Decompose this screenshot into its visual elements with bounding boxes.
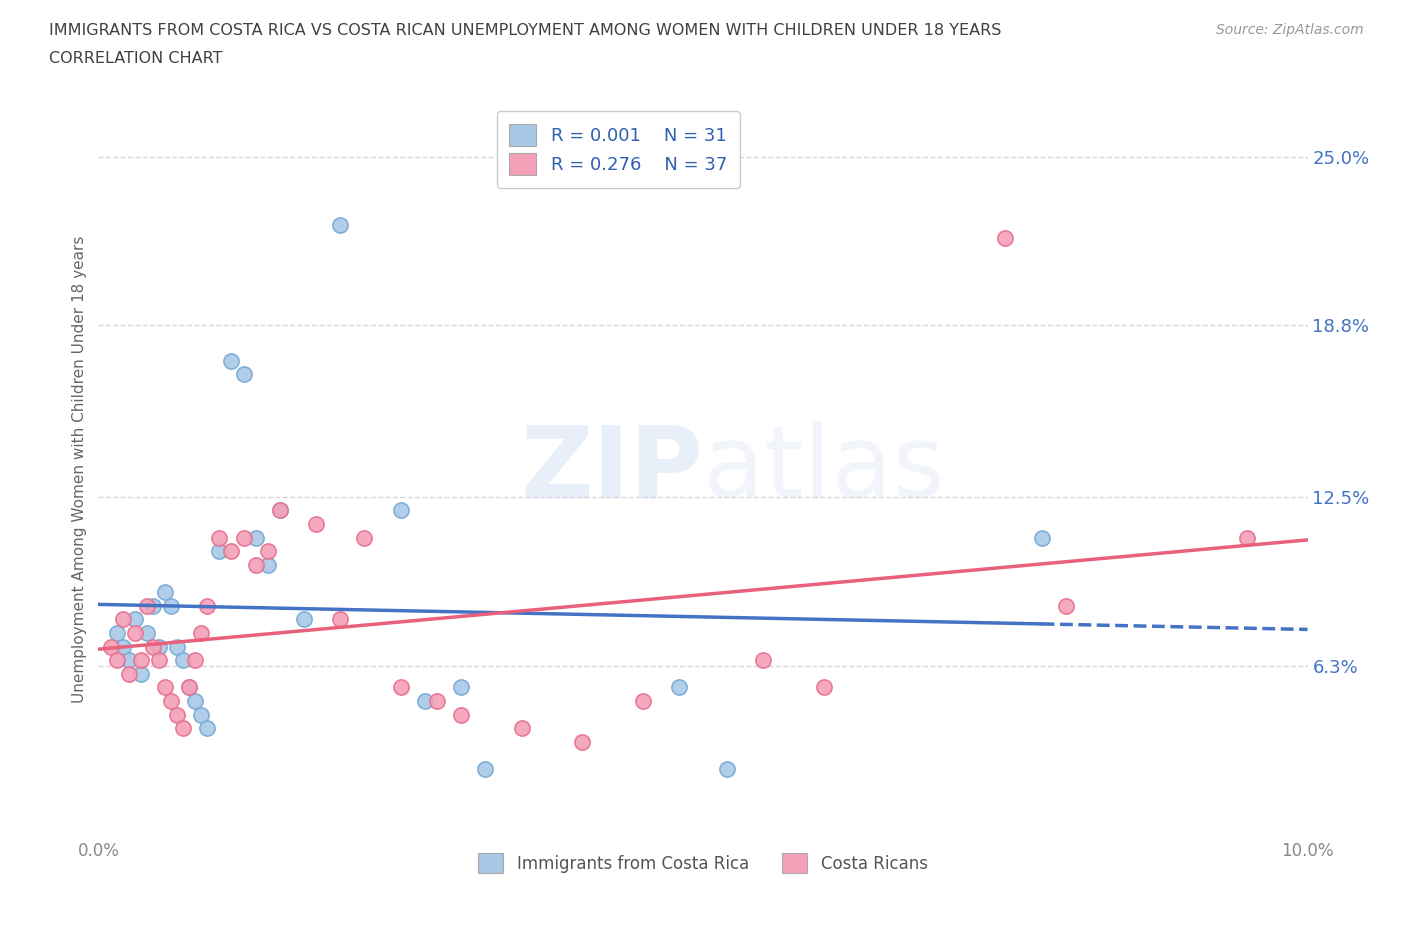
Text: ZIP: ZIP bbox=[520, 421, 703, 518]
Point bbox=[752, 653, 775, 668]
Point bbox=[208, 544, 231, 559]
Point bbox=[510, 721, 533, 736]
Legend: Immigrants from Costa Rica, Costa Ricans: Immigrants from Costa Rica, Costa Ricans bbox=[471, 846, 935, 880]
Point bbox=[256, 544, 278, 559]
Text: Source: ZipAtlas.com: Source: ZipAtlas.com bbox=[1216, 23, 1364, 37]
Point bbox=[256, 557, 278, 572]
Point bbox=[129, 666, 152, 681]
Point bbox=[450, 707, 472, 722]
Point bbox=[269, 503, 291, 518]
Point bbox=[190, 707, 212, 722]
Point bbox=[166, 639, 188, 654]
Point bbox=[1236, 530, 1258, 545]
Point bbox=[124, 626, 146, 641]
Point bbox=[245, 557, 267, 572]
Point bbox=[716, 762, 738, 777]
Point bbox=[195, 598, 218, 613]
Point bbox=[184, 653, 207, 668]
Point bbox=[111, 612, 134, 627]
Point bbox=[245, 530, 267, 545]
Point bbox=[353, 530, 375, 545]
Point bbox=[135, 598, 157, 613]
Point bbox=[329, 612, 352, 627]
Point bbox=[172, 721, 194, 736]
Point bbox=[571, 735, 593, 750]
Point bbox=[118, 653, 141, 668]
Point bbox=[195, 721, 218, 736]
Point bbox=[184, 694, 207, 709]
Point bbox=[221, 544, 243, 559]
Point bbox=[142, 598, 165, 613]
Point bbox=[208, 530, 231, 545]
Point bbox=[269, 503, 291, 518]
Point bbox=[111, 639, 134, 654]
Point bbox=[631, 694, 654, 709]
Point bbox=[148, 639, 170, 654]
Point bbox=[1031, 530, 1053, 545]
Point bbox=[413, 694, 436, 709]
Point bbox=[329, 218, 352, 232]
Point bbox=[389, 503, 412, 518]
Text: atlas: atlas bbox=[703, 421, 945, 518]
Point bbox=[179, 680, 201, 695]
Point bbox=[292, 612, 315, 627]
Point bbox=[426, 694, 449, 709]
Y-axis label: Unemployment Among Women with Children Under 18 years: Unemployment Among Women with Children U… bbox=[72, 236, 87, 703]
Point bbox=[135, 626, 157, 641]
Point bbox=[100, 639, 122, 654]
Point bbox=[179, 680, 201, 695]
Point bbox=[474, 762, 496, 777]
Point bbox=[232, 367, 254, 382]
Point bbox=[148, 653, 170, 668]
Point bbox=[190, 626, 212, 641]
Point bbox=[813, 680, 835, 695]
Point bbox=[129, 653, 152, 668]
Point bbox=[166, 707, 188, 722]
Point bbox=[160, 694, 183, 709]
Point bbox=[172, 653, 194, 668]
Text: CORRELATION CHART: CORRELATION CHART bbox=[49, 51, 222, 66]
Point bbox=[305, 517, 328, 532]
Point bbox=[450, 680, 472, 695]
Point bbox=[389, 680, 412, 695]
Point bbox=[153, 585, 176, 600]
Point bbox=[1054, 598, 1077, 613]
Point bbox=[118, 666, 141, 681]
Point bbox=[142, 639, 165, 654]
Point bbox=[994, 231, 1017, 246]
Point bbox=[160, 598, 183, 613]
Point bbox=[124, 612, 146, 627]
Point bbox=[221, 353, 243, 368]
Point bbox=[153, 680, 176, 695]
Point bbox=[105, 653, 128, 668]
Text: IMMIGRANTS FROM COSTA RICA VS COSTA RICAN UNEMPLOYMENT AMONG WOMEN WITH CHILDREN: IMMIGRANTS FROM COSTA RICA VS COSTA RICA… bbox=[49, 23, 1001, 38]
Point bbox=[105, 626, 128, 641]
Point bbox=[668, 680, 690, 695]
Point bbox=[232, 530, 254, 545]
